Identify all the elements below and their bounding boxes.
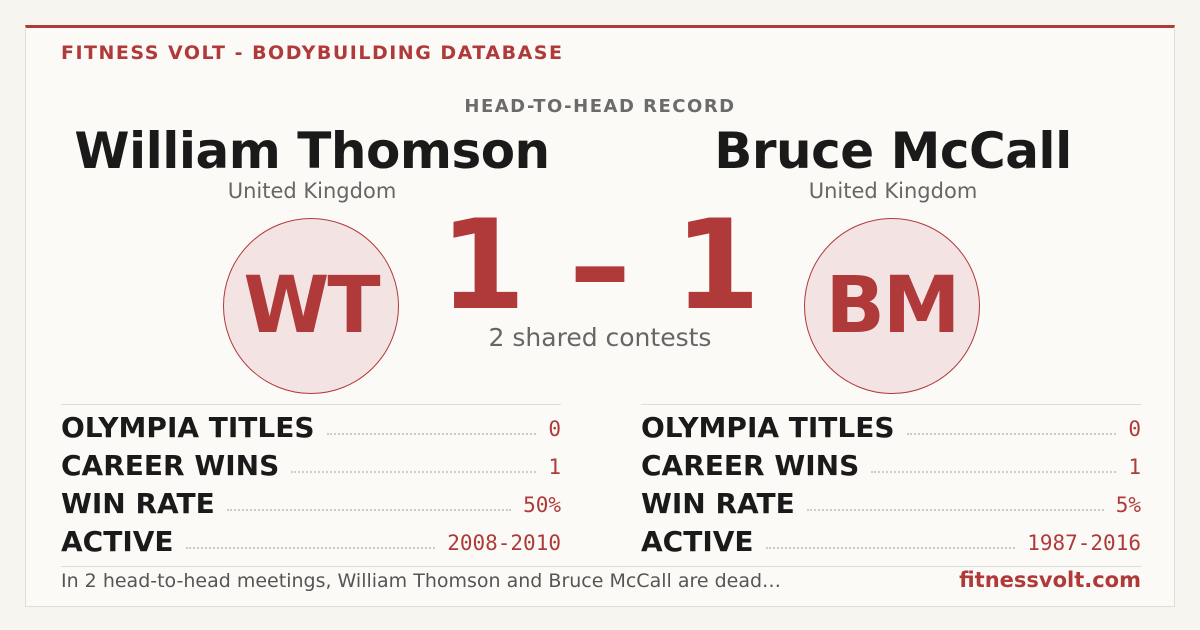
leader (906, 433, 1117, 435)
stat-value: 5% (1115, 493, 1141, 517)
stat-row: WIN RATE 5% (641, 481, 1141, 519)
leader (765, 547, 1016, 549)
stat-label: ACTIVE (61, 525, 174, 558)
leader (185, 547, 436, 549)
player-country: United Kingdom (808, 179, 978, 203)
stat-label: ACTIVE (641, 525, 754, 558)
stat-row: OLYMPIA TITLES 0 (641, 405, 1141, 443)
stat-value: 1 (548, 455, 561, 479)
player-country: United Kingdom (227, 179, 397, 203)
shared-contests: 2 shared contests (488, 323, 712, 352)
stat-row: ACTIVE 2008-2010 (61, 519, 561, 557)
stat-row: CAREER WINS 1 (61, 443, 561, 481)
stats: OLYMPIA TITLES 0 CAREER WINS 1 WIN RATE 50% AC… (61, 404, 561, 557)
player-name: William Thomson (74, 122, 550, 180)
domain-link[interactable]: fitnessvolt.com (959, 568, 1141, 592)
stat-value: 1 (1128, 455, 1141, 479)
section-title: HEAD-TO-HEAD RECORD (464, 96, 736, 117)
stat-label: CAREER WINS (641, 449, 860, 482)
stat-value: 0 (1128, 417, 1141, 441)
leader (871, 471, 1117, 473)
stat-label: WIN RATE (61, 487, 215, 520)
score: 1 – 1 (439, 194, 761, 338)
player-name: Bruce McCall (714, 122, 1072, 180)
leader (806, 509, 1104, 511)
leader (326, 433, 537, 435)
stat-row: WIN RATE 50% (61, 481, 561, 519)
stat-label: CAREER WINS (61, 449, 280, 482)
stat-row: OLYMPIA TITLES 0 (61, 405, 561, 443)
card: FITNESS VOLT - BODYBUILDING DATABASE HEA… (25, 25, 1175, 607)
stat-row: ACTIVE 1987-2016 (641, 519, 1141, 557)
stat-row: CAREER WINS 1 (641, 443, 1141, 481)
leader (226, 509, 512, 511)
stat-value: 50% (523, 493, 561, 517)
stat-label: WIN RATE (641, 487, 795, 520)
stat-value: 1987-2016 (1027, 531, 1141, 555)
stat-value: 2008-2010 (447, 531, 561, 555)
avatar: BM (804, 218, 980, 394)
stat-label: OLYMPIA TITLES (641, 411, 895, 444)
leader (291, 471, 537, 473)
stat-value: 0 (548, 417, 561, 441)
summary: In 2 head-to-head meetings, William Thom… (61, 570, 782, 592)
stat-label: OLYMPIA TITLES (61, 411, 315, 444)
divider (61, 566, 1141, 567)
site-title: FITNESS VOLT - BODYBUILDING DATABASE (61, 42, 564, 64)
avatar: WT (223, 218, 399, 394)
stats: OLYMPIA TITLES 0 CAREER WINS 1 WIN RATE 5% ACT… (641, 404, 1141, 557)
